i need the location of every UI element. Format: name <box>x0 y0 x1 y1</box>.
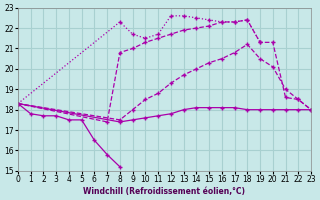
X-axis label: Windchill (Refroidissement éolien,°C): Windchill (Refroidissement éolien,°C) <box>84 187 245 196</box>
